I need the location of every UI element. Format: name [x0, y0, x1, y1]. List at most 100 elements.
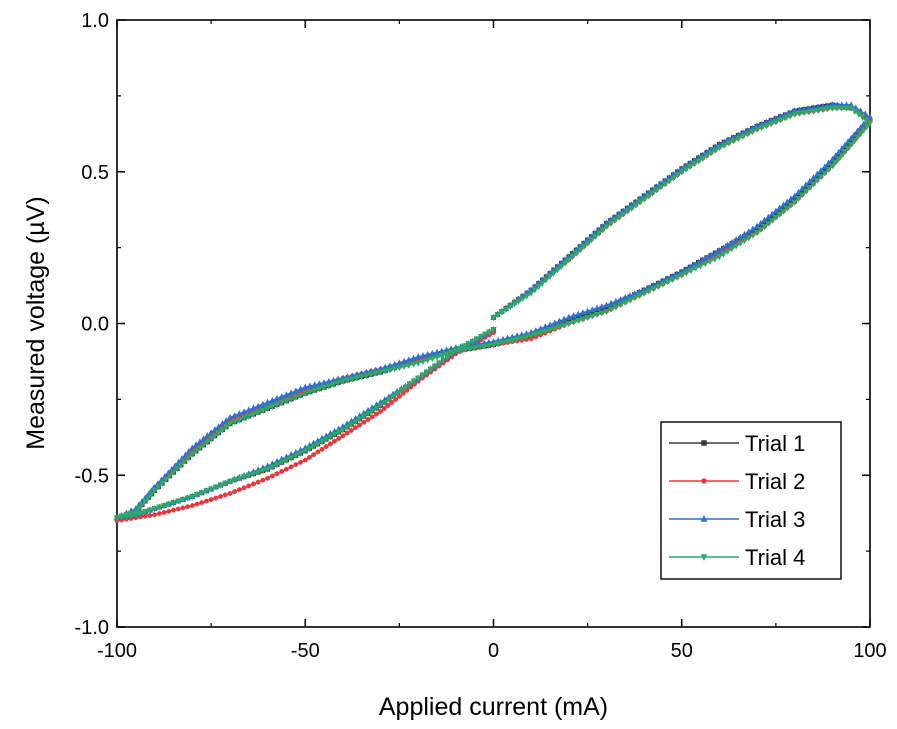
- data-point: [203, 488, 210, 495]
- data-point: [297, 392, 304, 399]
- data-point: [135, 505, 143, 512]
- data-point: [297, 450, 304, 458]
- data-point: [666, 178, 673, 185]
- data-point: [396, 365, 403, 372]
- data-point: [166, 508, 172, 514]
- data-point: [608, 299, 615, 306]
- data-point: [306, 454, 312, 460]
- data-point: [340, 433, 346, 439]
- data-point: [603, 301, 610, 308]
- data-point: [327, 434, 334, 441]
- data-point: [184, 495, 191, 502]
- data-point: [593, 311, 601, 319]
- x-tick-label: 0: [488, 640, 499, 662]
- data-point: [170, 469, 177, 476]
- data-point: [357, 422, 363, 428]
- data-point: [226, 421, 234, 428]
- x-axis-title: Applied current (mA): [379, 693, 608, 721]
- data-point: [857, 131, 864, 138]
- data-point: [424, 350, 431, 358]
- data-point: [810, 181, 817, 188]
- data-point: [231, 411, 238, 419]
- data-point: [265, 475, 271, 481]
- data-point: [688, 267, 695, 275]
- data-point: [645, 288, 652, 295]
- data-point: [829, 163, 836, 170]
- data-point: [400, 363, 408, 371]
- data-point: [360, 413, 367, 420]
- data-point: [863, 117, 870, 124]
- data-point: [854, 134, 861, 142]
- data-point: [279, 469, 285, 474]
- data-point: [288, 455, 295, 462]
- data-point: [152, 512, 158, 518]
- data-point: [213, 495, 219, 501]
- data-point: [802, 188, 810, 195]
- data-point: [427, 366, 434, 373]
- data-point: [179, 497, 186, 504]
- data-point: [208, 486, 215, 493]
- data-point: [391, 366, 398, 373]
- data-point: [833, 105, 841, 112]
- data-point: [368, 371, 375, 379]
- data-point: [377, 402, 384, 410]
- data-point: [146, 507, 154, 514]
- data-point: [336, 436, 342, 441]
- data-point: [560, 315, 568, 322]
- data-point: [419, 351, 427, 359]
- data-point: [543, 277, 550, 284]
- data-point: [386, 367, 394, 374]
- data-point: [682, 166, 690, 173]
- data-point: [598, 303, 605, 310]
- data-point: [565, 313, 572, 320]
- data-point: [240, 474, 248, 481]
- data-point: [509, 337, 516, 344]
- data-point: [292, 453, 299, 460]
- data-point: [264, 398, 271, 405]
- data-point: [551, 325, 558, 332]
- data-point: [829, 105, 836, 112]
- data-point: [325, 383, 332, 390]
- data-point: [465, 341, 472, 348]
- data-point: [673, 274, 681, 281]
- ticks-layer: -100 -50 0 50 100 -1.0 -0.5 0.0 0.5 1.0: [75, 10, 887, 662]
- data-point: [310, 443, 317, 451]
- data-point: [730, 138, 737, 145]
- data-point: [670, 175, 677, 182]
- data-point: [817, 174, 825, 181]
- data-point: [353, 425, 358, 431]
- data-point: [570, 312, 577, 319]
- data-point: [361, 419, 367, 425]
- data-point: [588, 237, 595, 244]
- data-point: [352, 419, 359, 426]
- y-tick-label: -1.0: [75, 617, 109, 639]
- data-point: [231, 477, 238, 484]
- data-point: [159, 480, 166, 487]
- data-point: [217, 482, 224, 489]
- data-point: [212, 484, 219, 491]
- y-tick-label: 0.0: [81, 314, 109, 336]
- data-point: [712, 147, 719, 154]
- data-point: [405, 362, 412, 369]
- data-point: [720, 244, 727, 251]
- data-point: [278, 459, 285, 467]
- data-point: [678, 272, 685, 279]
- data-point: [617, 295, 624, 303]
- data-point: [523, 334, 530, 341]
- data-point: [318, 439, 326, 446]
- legend-label: Trial 3: [745, 507, 805, 532]
- data-point: [502, 306, 510, 314]
- data-point: [595, 230, 603, 237]
- data-point: [269, 404, 276, 411]
- data-point: [495, 341, 502, 348]
- data-point: [456, 346, 464, 353]
- data-point: [699, 256, 706, 263]
- data-point: [649, 190, 656, 197]
- data-point: [531, 287, 539, 294]
- data-point: [175, 506, 181, 512]
- data-point: [769, 217, 776, 225]
- data-point: [528, 333, 535, 340]
- data-point: [844, 145, 852, 152]
- data-point: [725, 140, 732, 147]
